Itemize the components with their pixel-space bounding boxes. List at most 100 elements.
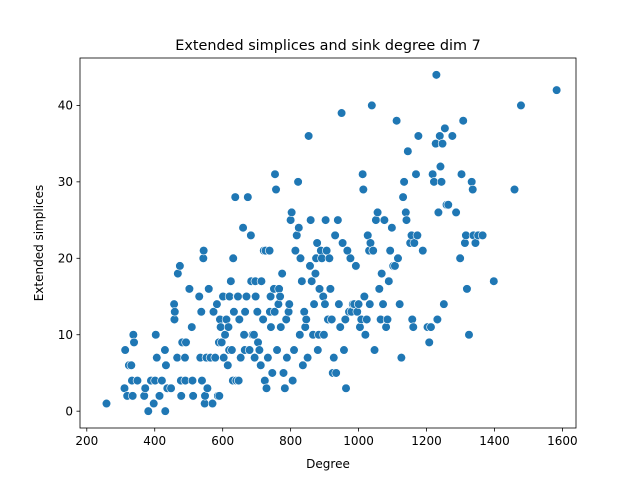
- data-point: [456, 169, 467, 179]
- data-point: [440, 123, 450, 133]
- data-point: [334, 299, 344, 309]
- data-point: [362, 314, 372, 325]
- data-point: [325, 284, 335, 294]
- data-point: [309, 299, 319, 309]
- data-point: [305, 261, 315, 271]
- data-point: [270, 169, 280, 179]
- data-point: [172, 353, 182, 363]
- data-point: [214, 391, 224, 401]
- data-point: [378, 299, 388, 309]
- data-point: [234, 314, 244, 325]
- data-point: [238, 223, 248, 233]
- data-point: [403, 146, 413, 156]
- data-point: [261, 383, 272, 393]
- data-point: [228, 253, 238, 263]
- data-point: [387, 223, 397, 233]
- data-point: [374, 284, 384, 294]
- data-point: [464, 330, 474, 340]
- data-point: [353, 299, 364, 309]
- data-point: [281, 314, 291, 325]
- data-point: [447, 131, 457, 141]
- data-point: [418, 246, 428, 256]
- data-point: [460, 238, 470, 248]
- data-point: [258, 314, 268, 325]
- data-point: [342, 246, 352, 256]
- data-point: [371, 215, 381, 225]
- data-point: [468, 184, 478, 195]
- data-point: [181, 337, 191, 347]
- data-point: [230, 192, 240, 202]
- data-point: [239, 330, 249, 340]
- data-point: [310, 268, 321, 279]
- data-point: [367, 100, 377, 110]
- data-point: [126, 360, 136, 370]
- data-point: [458, 116, 468, 126]
- data-point: [327, 314, 337, 325]
- data-point: [352, 307, 362, 317]
- data-point: [439, 299, 449, 309]
- data-point: [199, 246, 209, 256]
- data-point: [409, 238, 419, 248]
- data-point: [411, 169, 421, 179]
- data-point: [266, 322, 276, 332]
- data-point: [101, 398, 112, 409]
- x-tick-label: 1000: [343, 434, 374, 448]
- data-point: [273, 299, 284, 309]
- data-point: [300, 322, 310, 332]
- data-point: [377, 268, 387, 279]
- data-point: [241, 291, 252, 302]
- data-point: [264, 246, 275, 256]
- data-point: [338, 238, 348, 248]
- data-point: [436, 177, 447, 187]
- y-tick-label: 20: [58, 251, 73, 265]
- data-point: [359, 291, 369, 302]
- data-point: [265, 291, 276, 302]
- data-point: [283, 307, 294, 317]
- data-point: [194, 291, 204, 302]
- data-point: [426, 322, 436, 332]
- data-point: [244, 345, 255, 355]
- data-point: [216, 322, 226, 332]
- data-point: [128, 391, 138, 401]
- data-point: [392, 116, 402, 126]
- data-point: [385, 246, 395, 256]
- data-point: [365, 299, 375, 309]
- data-point: [368, 246, 378, 256]
- data-point: [322, 246, 332, 256]
- data-point: [428, 169, 438, 179]
- data-point: [313, 345, 323, 355]
- data-point: [284, 299, 294, 309]
- data-point: [149, 398, 159, 409]
- data-point: [443, 200, 453, 210]
- data-point: [223, 322, 234, 332]
- data-point: [276, 322, 286, 332]
- data-point: [170, 307, 180, 317]
- data-point: [256, 276, 267, 286]
- data-point: [260, 376, 270, 386]
- data-point: [395, 299, 405, 309]
- data-point: [212, 299, 222, 309]
- chart-title: Extended simplices and sink degree dim 7: [175, 38, 480, 54]
- data-point: [200, 391, 210, 401]
- data-point: [236, 353, 246, 363]
- data-point: [396, 353, 406, 363]
- data-point: [293, 177, 303, 187]
- data-point: [351, 261, 361, 271]
- data-point: [187, 376, 198, 386]
- data-point: [304, 131, 314, 141]
- y-tick-label: 30: [58, 175, 73, 189]
- data-point: [369, 345, 380, 355]
- data-point: [331, 368, 341, 378]
- data-point: [176, 391, 186, 401]
- data-point: [462, 284, 472, 294]
- data-point: [365, 238, 376, 248]
- data-point: [223, 360, 233, 370]
- data-point: [204, 284, 214, 294]
- data-point: [333, 215, 343, 225]
- data-point: [210, 353, 220, 363]
- data-point: [399, 177, 409, 187]
- x-tick-label: 1600: [547, 434, 578, 448]
- data-point: [278, 368, 289, 378]
- data-point: [373, 207, 383, 218]
- data-point: [157, 376, 167, 386]
